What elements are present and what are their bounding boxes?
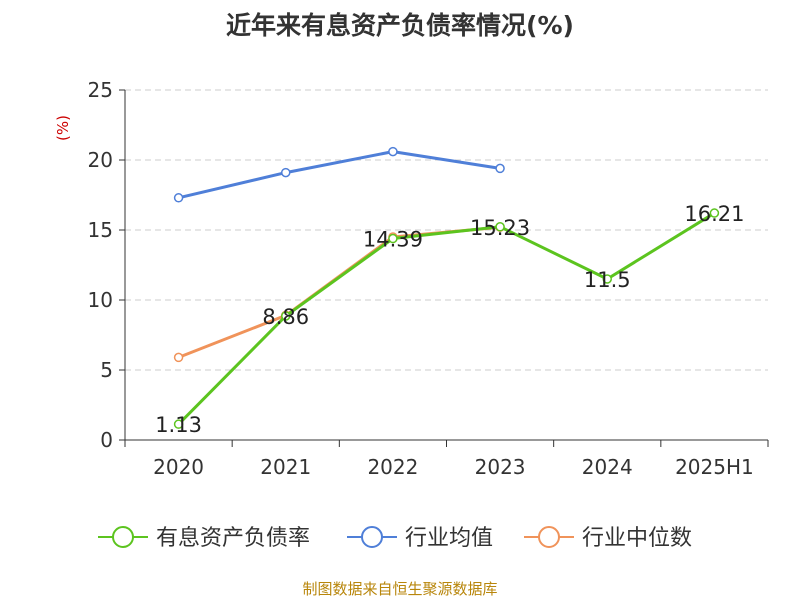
series-lines — [173, 146, 720, 429]
y-tick-label: 0 — [100, 428, 113, 452]
y-tick-label: 10 — [88, 288, 113, 312]
data-point-avg[interactable] — [495, 163, 505, 174]
series-line-avg — [178, 150, 501, 200]
data-point-debt[interactable] — [281, 311, 291, 321]
legend-label-avg[interactable]: 行业均值 — [405, 526, 493, 551]
legend-marker-median — [538, 526, 560, 548]
x-tick-label: 2025H1 — [675, 455, 754, 479]
data-label: 15.23 — [470, 216, 530, 240]
data-label: 16.21 — [684, 202, 744, 226]
data-point-debt[interactable] — [495, 222, 505, 232]
data-point-debt[interactable] — [709, 208, 720, 218]
data-label: 11.5 — [584, 268, 631, 292]
axes: 0 5 10 15 20 25 2020 2021 2022 2023 2024 2025H1 (%) — [54, 78, 769, 479]
data-labels: 1.13 8.86 14.39 15.23 11.5 16.21 — [155, 202, 744, 437]
y-axis-unit: (%) — [54, 115, 72, 141]
series-line-median — [178, 225, 501, 359]
gridlines — [125, 89, 768, 371]
y-tick-label: 25 — [88, 78, 113, 102]
data-point-avg[interactable] — [173, 193, 184, 203]
y-tick-label: 20 — [88, 148, 113, 172]
data-point-debt[interactable] — [602, 274, 612, 284]
data-point-median[interactable] — [173, 352, 184, 363]
data-label: 1.13 — [155, 413, 202, 437]
x-tick-label: 2021 — [260, 455, 311, 479]
legend-marker-avg — [361, 526, 383, 548]
data-label: 8.86 — [262, 305, 309, 329]
legend-label-debt[interactable]: 有息资产负债率 — [156, 526, 310, 551]
y-tick-label: 5 — [100, 358, 113, 382]
legend[interactable]: 有息资产负债率 行业均值 行业中位数 — [98, 526, 692, 551]
data-point-avg[interactable] — [388, 146, 398, 157]
series-line-debt — [177, 211, 716, 426]
chart-title: 近年来有息资产负债率情况(%) — [226, 11, 574, 40]
legend-marker-debt — [112, 526, 134, 548]
source-note: 制图数据来自恒生聚源数据库 — [302, 580, 498, 598]
data-point-avg[interactable] — [281, 167, 291, 178]
data-label: 14.39 — [363, 228, 423, 252]
data-point-debt[interactable] — [173, 419, 184, 429]
y-tick-label: 15 — [88, 218, 113, 242]
x-tick-label: 2023 — [475, 455, 526, 479]
data-point-debt[interactable] — [388, 233, 398, 244]
x-tick-label: 2024 — [582, 455, 633, 479]
legend-label-median[interactable]: 行业中位数 — [582, 526, 692, 551]
x-tick-label: 2022 — [367, 455, 418, 479]
x-tick-label: 2020 — [153, 455, 204, 479]
